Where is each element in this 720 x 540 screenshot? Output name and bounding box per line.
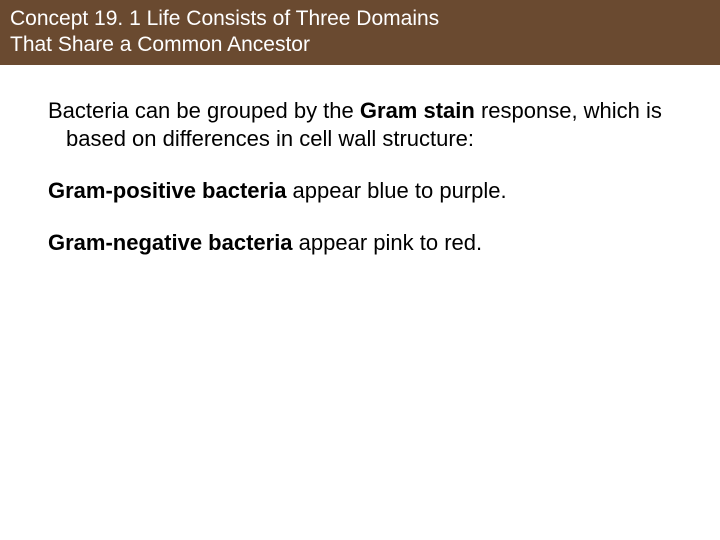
slide-header: Concept 19. 1 Life Consists of Three Dom… (0, 0, 720, 65)
p1-run1: Bacteria can be grouped by the (48, 98, 360, 123)
p2-run1: Gram-positive bacteria (48, 178, 286, 203)
p1-run2: Gram stain (360, 98, 475, 123)
paragraph-2: Gram-positive bacteria appear blue to pu… (48, 177, 672, 205)
p3-run1: Gram-negative bacteria (48, 230, 293, 255)
header-line-2: That Share a Common Ancestor (10, 32, 710, 58)
slide-body: Bacteria can be grouped by the Gram stai… (0, 65, 720, 258)
p2-run2: appear blue to purple. (286, 178, 506, 203)
paragraph-3: Gram-negative bacteria appear pink to re… (48, 229, 672, 257)
paragraph-1: Bacteria can be grouped by the Gram stai… (48, 97, 672, 153)
p3-run2: appear pink to red. (293, 230, 483, 255)
header-line-1: Concept 19. 1 Life Consists of Three Dom… (10, 6, 710, 32)
